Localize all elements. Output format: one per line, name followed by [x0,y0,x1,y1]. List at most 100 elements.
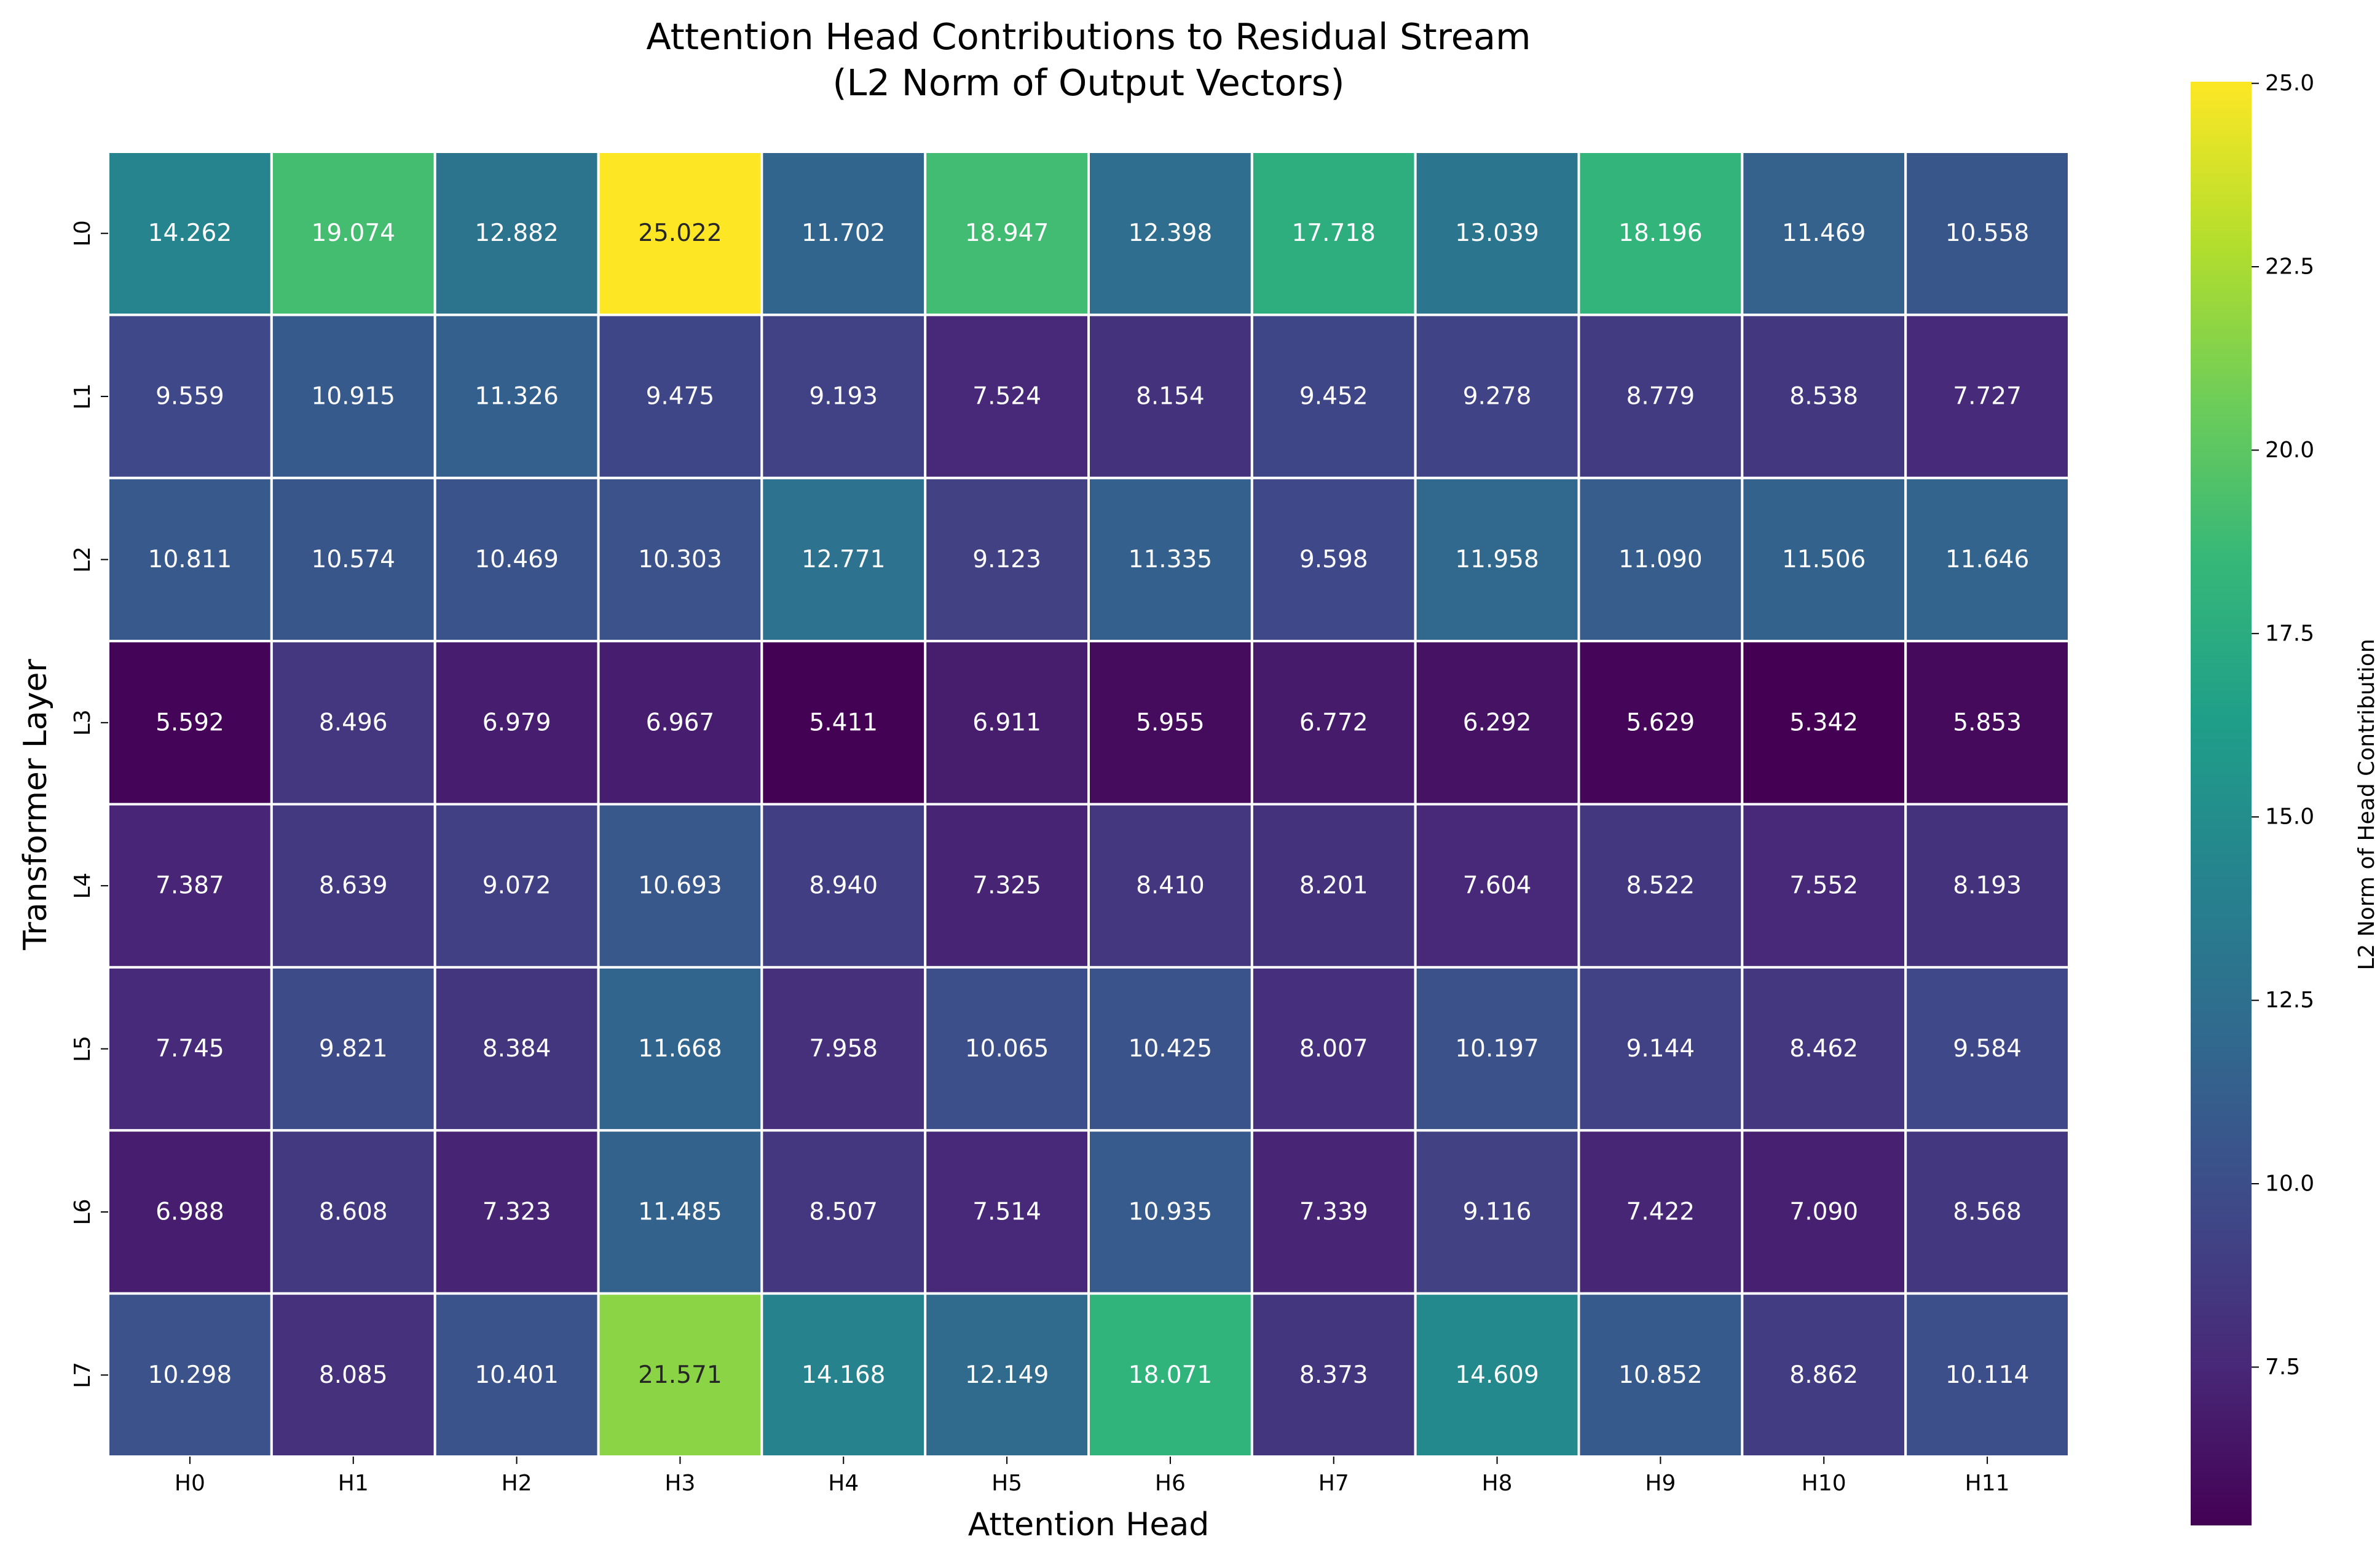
cell-value-L4-H10: 7.552 [1789,872,1858,900]
cell-value-L4-H6: 8.410 [1136,872,1205,900]
heatmap-cell-L4-H6 [1087,803,1253,969]
cell-value-L3-H8: 6.292 [1463,709,1532,736]
cell-value-L1-H8: 9.278 [1463,383,1532,411]
heatmap-cell-L0-H5 [924,151,1090,317]
x-tick-label-H9: H9 [1645,1471,1676,1496]
x-axis-label: Attention Head [968,1506,1210,1543]
cell-value-L5-H6: 10.425 [1129,1035,1212,1063]
heatmap-cell-L5-H9 [1577,966,1744,1132]
heatmap-cell-L6-H8 [1414,1129,1580,1295]
cell-value-L1-H9: 8.779 [1626,383,1695,411]
y-tick-label-L1: L1 [70,384,95,410]
cell-value-L3-H7: 6.772 [1299,709,1368,736]
cell-value-L2-H9: 11.090 [1618,546,1702,573]
cell-value-L3-H2: 6.979 [483,709,551,736]
colorbar-tick-label-2: 12.5 [2265,988,2314,1013]
cell-value-L4-H8: 7.604 [1463,872,1532,900]
heatmap-cell-L7-H3 [597,1292,763,1458]
heatmap-cell-L2-H0 [107,476,273,643]
cell-value-L6-H8: 9.116 [1463,1198,1532,1226]
colorbar-tick-label-7: 25.0 [2265,71,2314,96]
cell-value-L5-H0: 7.745 [156,1035,224,1063]
chart-title: Attention Head Contributions to Residual… [646,15,1531,58]
x-tick-label-H6: H6 [1155,1471,1186,1496]
cell-value-L5-H2: 8.384 [483,1035,551,1063]
cell-value-L1-H10: 8.538 [1789,383,1858,411]
heatmap-cell-L3-H8 [1414,640,1580,806]
heatmap-cell-L7-H10 [1741,1292,1907,1458]
heatmap-cell-L4-H0 [107,803,273,969]
cell-value-L5-H7: 8.007 [1299,1035,1368,1063]
cell-value-L7-H4: 14.168 [802,1361,885,1389]
heatmap-cell-L5-H3 [597,966,763,1132]
cell-value-L7-H3: 21.571 [638,1361,722,1389]
heatmap-cell-L0-H9 [1577,151,1744,317]
heatmap-cell-L6-H3 [597,1129,763,1295]
cell-value-L1-H6: 8.154 [1136,383,1205,411]
cell-value-L7-H8: 14.609 [1455,1361,1539,1389]
cell-value-L5-H3: 11.668 [638,1035,722,1063]
colorbar-tick-label-1: 10.0 [2265,1171,2314,1197]
heatmap-cell-L4-H7 [1250,803,1417,969]
heatmap-cell-L3-H1 [270,640,436,806]
heatmap-cell-L5-H6 [1087,966,1253,1132]
cell-value-L2-H6: 11.335 [1129,546,1212,573]
heatmap-cell-L5-H8 [1414,966,1580,1132]
heatmap-cell-L1-H8 [1414,313,1580,479]
heatmap-cell-L2-H4 [760,476,927,643]
cell-value-L7-H10: 8.862 [1789,1361,1858,1389]
heatmap-cell-L2-H3 [597,476,763,643]
cell-value-L2-H11: 11.646 [1945,546,2029,573]
cell-value-L0-H5: 18.947 [965,219,1049,247]
cell-value-L7-H11: 10.114 [1945,1361,2029,1389]
heatmap-cell-L2-H2 [433,476,600,643]
x-tick-label-H10: H10 [1802,1471,1846,1496]
heatmap-cell-L5-H7 [1250,966,1417,1132]
colorbar [2191,82,2252,1525]
x-tick-label-H4: H4 [828,1471,859,1496]
cell-value-L2-H7: 9.598 [1299,546,1368,573]
cell-value-L4-H1: 8.639 [319,872,388,900]
heatmap-cell-L6-H0 [107,1129,273,1295]
cell-value-L5-H9: 9.144 [1626,1035,1695,1063]
heatmap-cell-L1-H11 [1904,313,2071,479]
heatmap-cell-L0-H11 [1904,151,2071,317]
x-tick-label-H0: H0 [175,1471,205,1496]
x-tick-label-H11: H11 [1965,1471,2010,1496]
cell-value-L3-H0: 5.592 [156,709,224,736]
cell-value-L6-H0: 6.988 [156,1198,224,1226]
cell-value-L1-H11: 7.727 [1953,383,2022,411]
cell-value-L7-H6: 18.071 [1129,1361,1212,1389]
heatmap-cell-L4-H2 [433,803,600,969]
cell-value-L2-H2: 10.469 [475,546,558,573]
cell-value-L4-H3: 10.693 [638,872,722,900]
cell-value-L1-H3: 9.475 [646,383,715,411]
cell-value-L5-H11: 9.584 [1953,1035,2022,1063]
cell-value-L5-H8: 10.197 [1455,1035,1539,1063]
cell-value-L7-H5: 12.149 [965,1361,1049,1389]
colorbar-ticks: 7.5 10.0 12.5 15.0 17.5 20.0 22.5 25.0 [2252,71,2314,1380]
cell-value-L4-H0: 7.387 [156,872,224,900]
cell-value-L7-H9: 10.852 [1618,1361,1702,1389]
heatmap-cell-L3-H6 [1087,640,1253,806]
cell-value-L0-H4: 11.702 [802,219,885,247]
cell-value-L3-H11: 5.853 [1953,709,2022,736]
y-axis-ticks: L0 L1 L2 L3 L4 L5 L6 L7 [70,220,108,1388]
heatmap-cell-L1-H9 [1577,313,1744,479]
cell-value-L6-H3: 11.485 [638,1198,722,1226]
x-tick-label-H5: H5 [991,1471,1022,1496]
cell-value-L2-H0: 10.811 [148,546,232,573]
cell-value-L0-H9: 18.196 [1618,219,1702,247]
heatmap-cell-L5-H11 [1904,966,2071,1132]
cell-value-L6-H2: 7.323 [483,1198,551,1226]
heatmap-cell-labels: 14.262 19.074 12.882 25.022 11.702 18.947 12.3… [148,219,2030,1389]
heatmap-cell-L6-H5 [924,1129,1090,1295]
heatmap-cell-L3-H0 [107,640,273,806]
cell-value-L0-H7: 17.718 [1292,219,1376,247]
y-tick-label-L4: L4 [70,873,95,899]
cell-value-L1-H1: 10.915 [312,383,395,411]
heatmap-cell-L3-H3 [597,640,763,806]
heatmap-cell-L4-H1 [270,803,436,969]
heatmap-cell-L3-H11 [1904,640,2071,806]
